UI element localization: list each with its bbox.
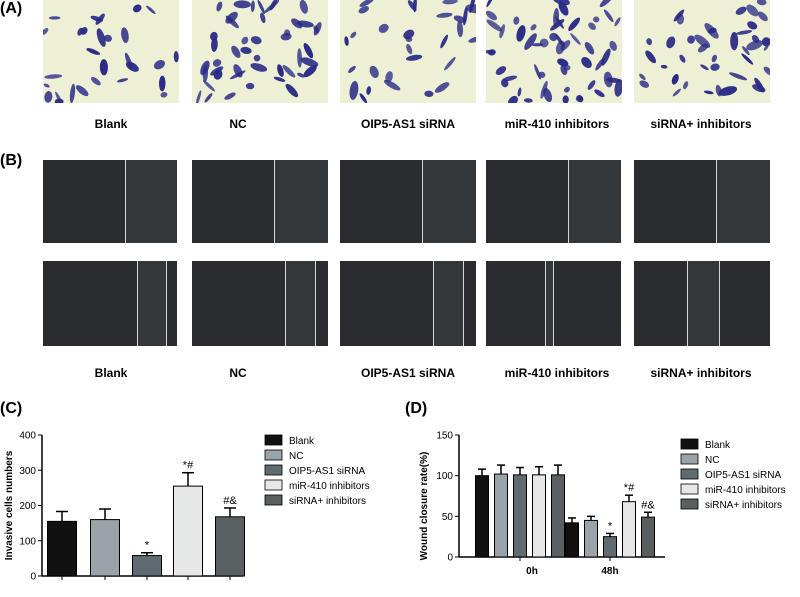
wound-gap	[716, 160, 770, 243]
y-tick-label: 100	[436, 471, 453, 482]
invasion-chart-svg: 0 100 200 300 400 Invasive cells numbers * *# #&…	[4, 431, 370, 583]
legend-swatch	[680, 453, 699, 465]
panel-b-label: (B)	[0, 152, 23, 169]
y-axis-label: Wound closure rate(%)	[419, 452, 430, 561]
wound-chart-svg: 0 50 100 150 Wound closure rate(%) 0h * *# #& 48h…	[419, 431, 786, 578]
legend-swatch	[680, 498, 699, 510]
legend-swatch	[264, 434, 283, 446]
micrograph-2	[192, 0, 328, 103]
micrograph-1	[43, 0, 179, 103]
wound-gap	[274, 160, 328, 243]
panel-b-caption-1: Blank	[94, 366, 128, 380]
legend-swatch	[680, 483, 699, 495]
wound-gap	[545, 261, 554, 346]
significance-mark: *	[608, 520, 613, 532]
panel-c-label: (C)	[0, 400, 23, 417]
legend-swatch	[680, 468, 699, 480]
invasion-bar-chart: 0 100 200 300 400 Invasive cells numbers * *# #&…	[0, 415, 400, 592]
bar-0h-2	[494, 473, 508, 558]
bar-4	[173, 485, 203, 577]
wound-gap	[687, 261, 720, 346]
scratch-0h-3	[340, 160, 476, 243]
legend-label: OIP5-AS1 siRNA	[289, 466, 365, 477]
panel-b-caption-4: miR-410 inhibitors	[504, 366, 610, 380]
wound-gap	[422, 160, 476, 243]
panel-a-caption-1: Blank	[94, 117, 128, 131]
wound-gap	[137, 261, 167, 346]
scratch-0h-4	[486, 160, 621, 243]
bar-48h-3	[603, 536, 617, 558]
bar-3	[132, 555, 162, 577]
wound-closure-bar-chart: 0 50 100 150 Wound closure rate(%) 0h * *# #& 48h…	[405, 415, 800, 592]
bar-48h-4	[622, 501, 636, 558]
scratch-48h-2	[192, 261, 328, 346]
panel-d-label: (D)	[405, 400, 428, 417]
bar-48h-2	[584, 519, 598, 558]
legend-label: miR-410 inhibitors	[705, 485, 786, 496]
scratch-48h-1	[43, 261, 177, 346]
wound-gap	[568, 160, 621, 243]
panel-a-label: (A)	[0, 0, 23, 17]
significance-mark: #&	[223, 495, 237, 507]
significance-mark: *#	[624, 482, 635, 494]
wound-gap	[125, 160, 177, 243]
bar-0h-5	[551, 474, 565, 558]
legend-label: OIP5-AS1 siRNA	[705, 470, 781, 481]
bar-48h-1	[565, 522, 579, 558]
panel-b-caption-2: NC	[229, 366, 247, 380]
micrograph-5	[634, 0, 770, 103]
bar-5	[215, 516, 245, 577]
micrograph-3	[340, 0, 476, 103]
panel-a-caption-2: NC	[229, 117, 247, 131]
legend-label: Blank	[705, 440, 731, 451]
y-tick-label: 50	[442, 512, 454, 523]
legend-swatch	[264, 449, 283, 461]
wound-gap	[285, 261, 316, 346]
legend-label: siRNA+ inhibitors	[289, 496, 366, 507]
y-tick-label: 300	[19, 466, 36, 477]
scratch-0h-2	[192, 160, 328, 243]
bar-2	[90, 519, 120, 577]
legend-label: siRNA+ inhibitors	[705, 500, 782, 511]
legend-label: Blank	[289, 436, 315, 447]
y-tick-label: 100	[19, 536, 36, 547]
panel-a-caption-5: siRNA+ inhibitors	[650, 117, 752, 131]
bar-1	[47, 520, 77, 577]
y-tick-label: 400	[19, 431, 36, 442]
legend-swatch	[680, 438, 699, 450]
legend-label: miR-410 inhibitors	[289, 481, 370, 492]
scratch-0h-5	[634, 160, 770, 243]
y-tick-label: 0	[447, 553, 453, 564]
panel-b-caption-5: siRNA+ inhibitors	[650, 366, 752, 380]
micrograph-4	[486, 0, 622, 103]
panel-a-caption-4: miR-410 inhibitors	[504, 117, 610, 131]
scratch-48h-5	[634, 261, 770, 346]
legend-label: NC	[289, 451, 303, 462]
significance-mark: *	[145, 540, 150, 552]
bar-48h-5	[641, 516, 655, 558]
legend-label: NC	[705, 455, 719, 466]
significance-mark: #&	[641, 499, 655, 511]
bar-0h-1	[475, 475, 489, 558]
y-tick-label: 150	[436, 431, 453, 442]
panel-a-caption-3: OIP5-AS1 siRNA	[360, 117, 456, 131]
x-tick-label: 0h	[526, 566, 538, 577]
scratch-0h-1	[43, 160, 177, 243]
bar-0h-4	[532, 474, 546, 558]
wound-gap	[433, 261, 464, 346]
y-axis-label: Invasive cells numbers	[4, 450, 15, 560]
y-tick-label: 200	[19, 501, 36, 512]
legend-swatch	[264, 464, 283, 476]
y-tick-label: 0	[30, 572, 36, 583]
panel-b-caption-3: OIP5-AS1 siRNA	[360, 366, 456, 380]
bar-0h-3	[513, 474, 527, 558]
legend-swatch	[264, 494, 283, 506]
scratch-48h-3	[340, 261, 476, 346]
x-tick-label: 48h	[601, 566, 618, 577]
scratch-48h-4	[486, 261, 621, 346]
legend-swatch	[264, 479, 283, 491]
significance-mark: *#	[183, 460, 194, 472]
